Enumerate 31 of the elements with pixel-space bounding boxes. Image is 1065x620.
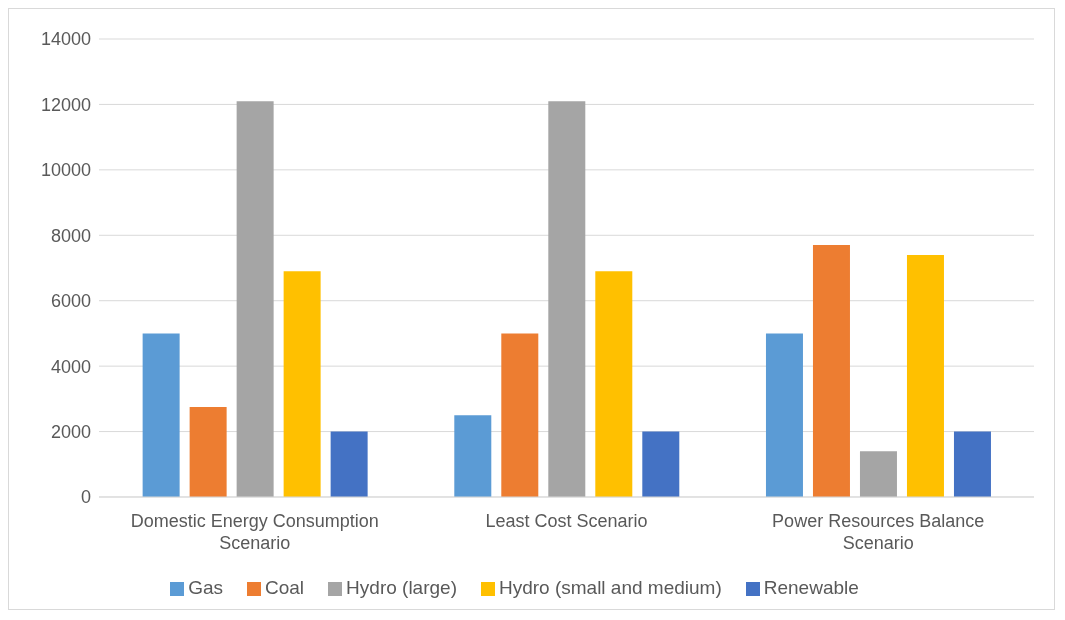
y-tick-label: 14000: [40, 29, 91, 50]
bar: [236, 101, 274, 497]
x-tick-label: Least Cost Scenario: [485, 511, 648, 531]
bar: [595, 271, 633, 497]
bar: [501, 333, 539, 497]
bar: [953, 431, 991, 497]
bar: [812, 245, 850, 497]
y-tick-label: 0: [80, 487, 91, 508]
legend-label: Gas: [188, 577, 224, 598]
legend-label: Renewable: [763, 577, 859, 598]
bar: [642, 431, 680, 497]
y-tick-label: 6000: [50, 291, 91, 312]
bar: [859, 451, 897, 497]
bar: [189, 407, 227, 497]
bar: [906, 254, 944, 497]
x-tick-label: Domestic Energy Consumption Scenario: [130, 511, 379, 553]
legend-label: Hydro (small and medium): [498, 577, 722, 598]
bar: [330, 431, 368, 497]
y-tick-label: 12000: [40, 94, 91, 115]
x-tick-label: Power Resources Balance Scenario: [772, 511, 985, 553]
bar: [454, 415, 492, 497]
y-tick-label: 4000: [50, 356, 91, 377]
legend-label: Coal: [265, 577, 305, 598]
y-tick-label: 10000: [40, 160, 91, 181]
bar: [142, 333, 180, 497]
legend-label: Hydro (large): [346, 577, 457, 598]
y-tick-label: 8000: [50, 225, 91, 246]
y-tick-label: 2000: [50, 421, 91, 442]
bar: [765, 333, 803, 497]
bar: [283, 271, 321, 497]
bar: [548, 101, 586, 497]
